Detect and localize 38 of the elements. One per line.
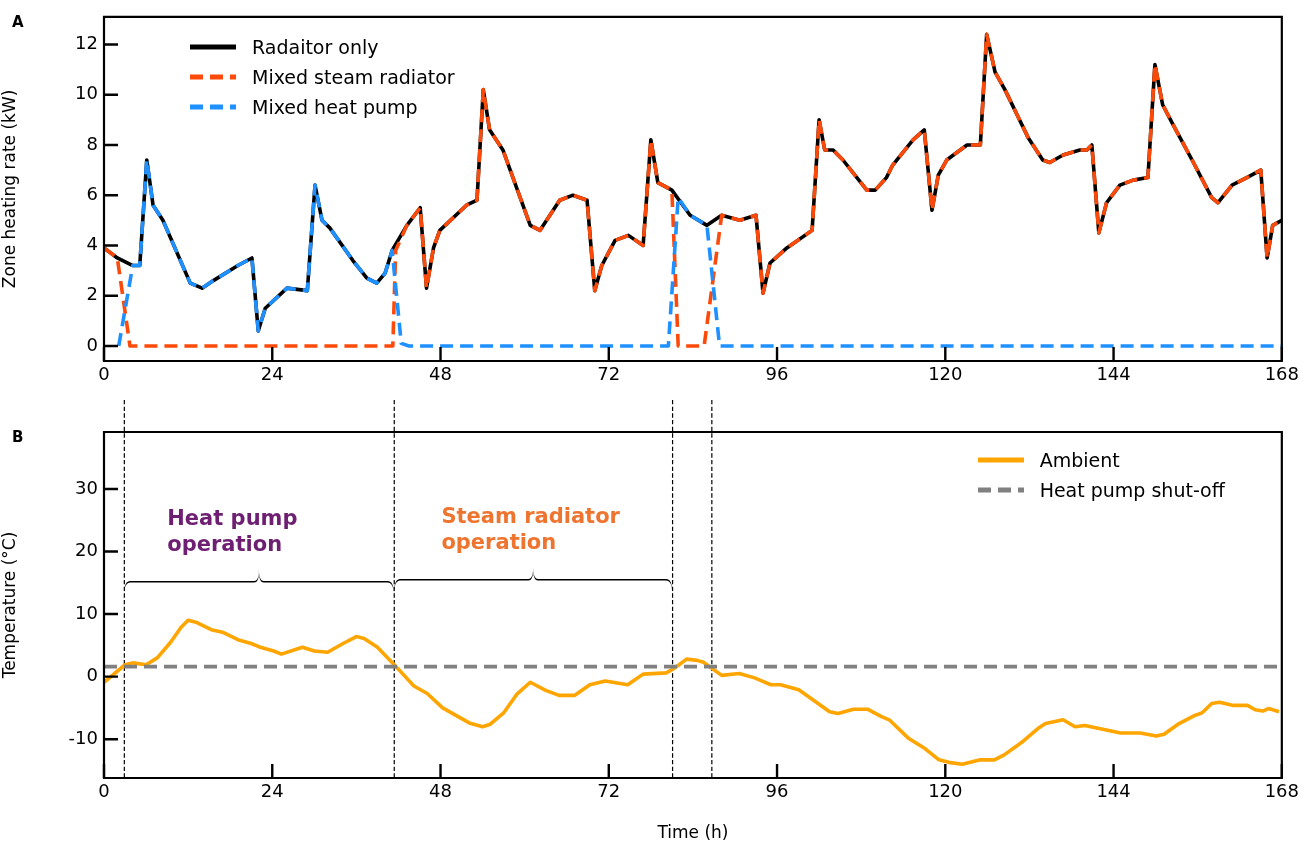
x-tick-label: 72: [597, 363, 621, 385]
y-tick-label: 0: [86, 664, 98, 686]
x-tick-label: 168: [1264, 780, 1299, 802]
x-tick-label: 120: [928, 780, 963, 802]
x-tick-label: 96: [765, 363, 789, 385]
legend-label: Mixed heat pump: [252, 95, 418, 118]
x-tick-label: 144: [1096, 780, 1131, 802]
legend-label: Ambient: [1039, 449, 1120, 471]
y-tick-label: 8: [86, 132, 98, 154]
legend-label: Heat pump shut-off: [1039, 479, 1225, 501]
y-tick-label: 12: [75, 32, 98, 54]
legend-label: Radaitor only: [252, 35, 379, 58]
chart-title: A: [12, 12, 24, 31]
y-tick-label: 10: [75, 601, 98, 623]
x-tick-label: 120: [928, 363, 963, 385]
annotation: Heat pump operation: [167, 504, 299, 557]
legend-label: Mixed steam radiator: [252, 65, 455, 88]
x-tick-label: 24: [260, 780, 284, 802]
y-tick-label: 10: [75, 82, 98, 104]
x-tick-label: 96: [765, 780, 789, 802]
annotation: Steam radiator operation: [441, 502, 621, 555]
x-axis-title: Time (h): [656, 822, 729, 843]
y-tick-label: 30: [75, 476, 98, 498]
y-tick-label: 4: [86, 233, 98, 255]
x-tick-label: 24: [260, 363, 284, 385]
x-tick-label: 168: [1264, 363, 1299, 385]
y-axis-title: Temperature (°C): [0, 531, 19, 680]
x-tick-label: 48: [429, 780, 452, 802]
y-tick-label: 2: [86, 283, 98, 305]
y-tick-label: 0: [86, 333, 98, 355]
y-tick-label: 20: [75, 539, 98, 561]
y-tick-label: 6: [86, 182, 98, 204]
chart-title: B: [12, 427, 24, 446]
x-tick-label: 72: [597, 780, 621, 802]
x-tick-label: 144: [1096, 363, 1131, 385]
x-tick-label: 48: [429, 363, 452, 385]
y-axis-title: Zone heating rate (kW): [0, 89, 19, 289]
y-tick-label: -10: [68, 726, 98, 748]
